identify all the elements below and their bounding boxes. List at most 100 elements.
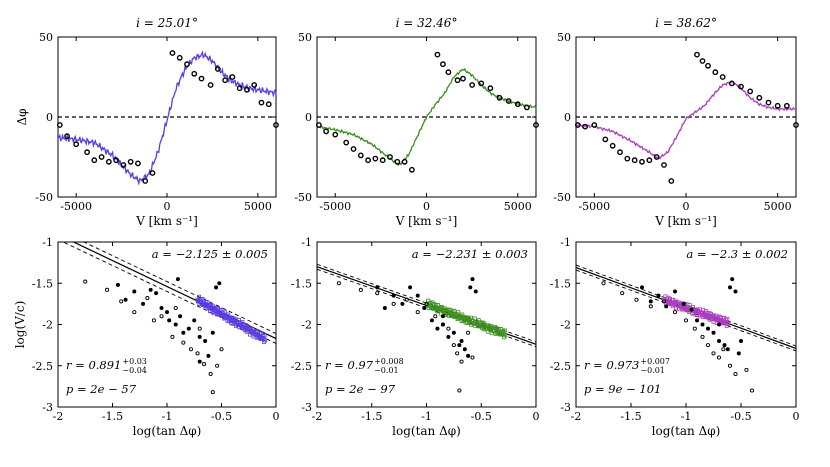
data-point bbox=[728, 80, 735, 87]
x-tick-label: 5000 bbox=[504, 200, 532, 213]
data-point bbox=[258, 99, 265, 106]
p-annotation: p = 9e − 101 bbox=[584, 382, 661, 396]
data-point bbox=[198, 75, 205, 82]
open-point bbox=[457, 388, 462, 393]
x-axis-label: V [km s⁻¹] bbox=[395, 214, 458, 228]
data-point bbox=[478, 80, 485, 87]
filled-point bbox=[115, 282, 120, 287]
data-point bbox=[574, 122, 581, 128]
x-tick-label: -1.5 bbox=[620, 410, 641, 423]
plot-area bbox=[576, 264, 796, 393]
x-axis-label: V [km s⁻¹] bbox=[135, 214, 198, 228]
filled-point bbox=[466, 353, 471, 358]
data-point bbox=[609, 142, 616, 149]
data-point bbox=[184, 61, 190, 68]
filled-point bbox=[210, 330, 215, 335]
filled-point bbox=[197, 359, 202, 364]
filled-point bbox=[462, 347, 467, 352]
data-point bbox=[487, 85, 494, 92]
open-point bbox=[202, 362, 207, 367]
x-tick-label: 5000 bbox=[244, 200, 272, 213]
open-point bbox=[634, 297, 639, 302]
open-point bbox=[705, 343, 711, 348]
model-point bbox=[502, 328, 507, 333]
model-curve bbox=[316, 67, 537, 167]
open-point bbox=[210, 390, 215, 395]
y-tick-label: -2 bbox=[301, 319, 312, 332]
filled-point bbox=[422, 306, 427, 310]
slope-annotation: a = −2.231 ± 0.003 bbox=[412, 247, 528, 261]
filled-point bbox=[706, 326, 710, 331]
filled-point bbox=[664, 304, 669, 309]
data-point bbox=[323, 128, 330, 135]
x-tick-label: -2 bbox=[53, 410, 64, 423]
data-point bbox=[624, 155, 631, 162]
data-point bbox=[783, 102, 790, 109]
plot-area bbox=[317, 263, 536, 393]
data-point bbox=[646, 157, 653, 164]
r-lower-error: −0.01 bbox=[640, 366, 665, 375]
filled-point bbox=[197, 334, 202, 339]
open-point bbox=[151, 318, 156, 323]
filled-point bbox=[673, 289, 677, 294]
open-point bbox=[197, 326, 202, 331]
open-point bbox=[470, 355, 475, 360]
data-point bbox=[401, 158, 408, 165]
filled-point bbox=[206, 353, 211, 358]
y-tick-label: 50 bbox=[39, 31, 53, 44]
open-point bbox=[83, 279, 88, 284]
data-point bbox=[350, 146, 357, 152]
panel-title: i = 25.01° bbox=[136, 16, 198, 30]
filled-point bbox=[181, 330, 186, 335]
model-point bbox=[263, 338, 268, 343]
model-point bbox=[452, 308, 457, 313]
filled-point bbox=[148, 287, 153, 292]
open-point bbox=[404, 297, 409, 302]
data-point bbox=[222, 77, 229, 84]
r-upper-error: +0.008 bbox=[374, 357, 404, 366]
y-tick-label: -1 bbox=[301, 236, 312, 249]
data-point bbox=[602, 136, 609, 143]
filled-point bbox=[192, 318, 197, 323]
filled-point bbox=[656, 293, 661, 298]
data-point bbox=[265, 101, 272, 108]
open-point bbox=[145, 296, 150, 301]
data-point bbox=[694, 51, 700, 58]
data-point bbox=[738, 83, 744, 90]
x-tick-label: -0.5 bbox=[211, 410, 232, 423]
y-tick-label: -3 bbox=[301, 401, 312, 414]
filled-point bbox=[722, 343, 727, 348]
data-point bbox=[505, 98, 512, 104]
filled-point bbox=[739, 339, 743, 343]
model-curve bbox=[57, 50, 277, 186]
x-axis-label: V [km s⁻¹] bbox=[654, 214, 717, 228]
data-point bbox=[408, 166, 415, 173]
data-point bbox=[343, 139, 350, 146]
filled-point bbox=[681, 301, 686, 306]
model-point bbox=[498, 327, 503, 332]
x-tick-label: -1 bbox=[162, 410, 173, 423]
y-tick-label: 0 bbox=[46, 111, 53, 124]
filled-point bbox=[154, 291, 159, 296]
x-tick-label: -2 bbox=[312, 410, 323, 423]
data-point bbox=[169, 50, 176, 56]
slope-annotation: a = −2.3 ± 0.002 bbox=[686, 247, 788, 261]
y-tick-label: -1 bbox=[560, 236, 571, 249]
open-point bbox=[744, 367, 749, 372]
open-point bbox=[132, 310, 137, 315]
data-point bbox=[747, 88, 754, 95]
open-point bbox=[700, 334, 705, 339]
data-point bbox=[394, 158, 401, 165]
y-tick-label: -1.5 bbox=[291, 277, 312, 290]
x-tick-label: -5000 bbox=[578, 200, 610, 213]
filled-point bbox=[382, 306, 387, 310]
y-axis-label: Δφ bbox=[15, 108, 29, 125]
data-point bbox=[135, 160, 141, 167]
filled-point bbox=[178, 314, 183, 319]
y-tick-label: 0 bbox=[564, 111, 571, 124]
data-point bbox=[445, 69, 452, 76]
open-point bbox=[105, 287, 110, 292]
